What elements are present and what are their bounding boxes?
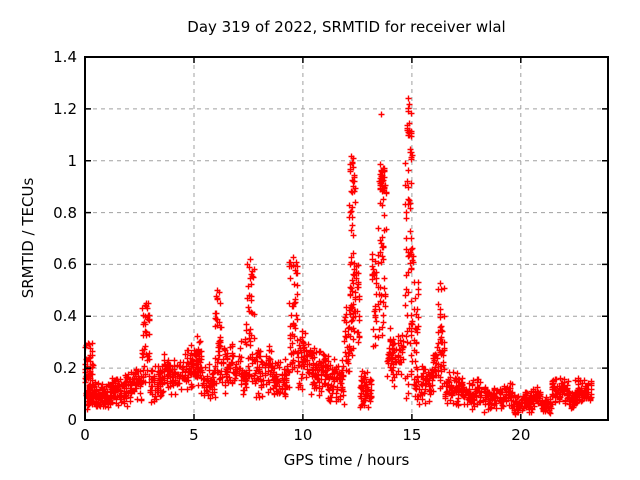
y-tick-label: 1	[67, 151, 77, 170]
y-tick-label: 1.2	[53, 99, 77, 118]
y-tick-label: 0.2	[53, 359, 77, 378]
scatter-points	[82, 95, 595, 418]
y-tick-label: 0.6	[53, 255, 77, 274]
axes-and-ticks	[84, 56, 609, 421]
x-tick-label: 10	[293, 426, 313, 444]
y-tick-label: 0	[67, 411, 77, 429]
x-tick-label: 15	[402, 426, 422, 444]
x-tick-label: 5	[189, 426, 199, 444]
x-tick-label: 0	[80, 426, 90, 444]
y-tick-label: 0.8	[53, 203, 77, 222]
x-axis-label: GPS time / hours	[283, 451, 410, 469]
y-tick-label: 1.4	[53, 48, 77, 66]
y-tick-label: 0.4	[53, 307, 77, 326]
chart-title: Day 319 of 2022, SRMTID for receiver wla…	[187, 18, 506, 36]
x-tick-label: 20	[511, 426, 531, 444]
